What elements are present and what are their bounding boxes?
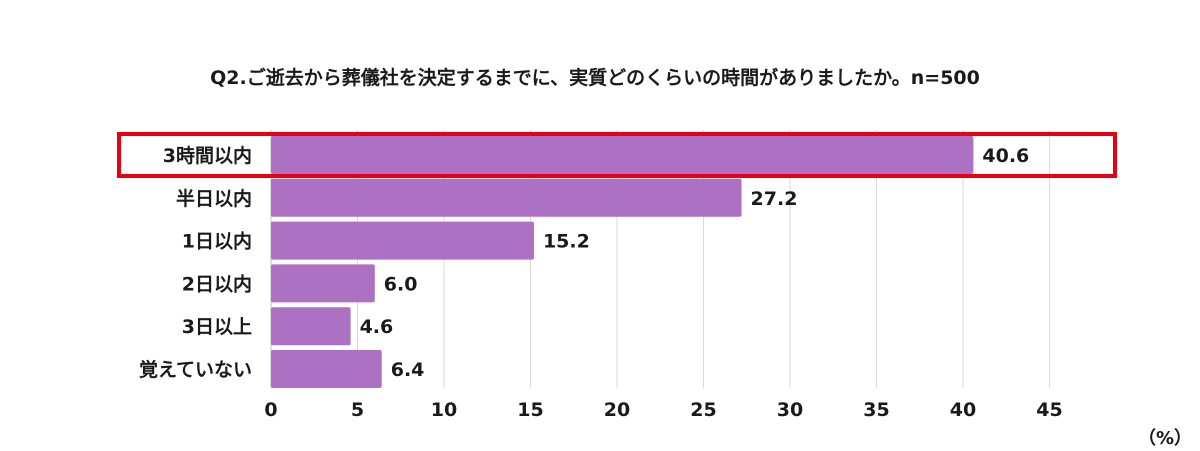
chart-title: Q2.ご逝去から葬儀社を決定するまでに、実質どのくらいの時間がありましたか。n=… [210, 66, 980, 89]
x-tick-label: 25 [690, 399, 716, 421]
data-label: 27.2 [751, 188, 798, 210]
bar [271, 136, 974, 174]
category-label: 3時間以内 [163, 144, 252, 167]
category-label: 3日以上 [182, 316, 252, 338]
data-label: 40.6 [982, 145, 1029, 167]
bar [271, 221, 534, 260]
x-tick-label: 40 [950, 399, 976, 421]
highlight-box [117, 132, 1117, 178]
bar [271, 350, 382, 388]
data-label: 6.4 [391, 359, 425, 381]
bars [271, 136, 974, 388]
x-tick-label: 30 [777, 399, 803, 421]
unit-label: （%） [1138, 428, 1192, 449]
bar [271, 264, 375, 303]
labels: 3時間以内 40.6 半日以内 27.2 1日以内 15.2 2日以内 6.0 3日以上 4.6 覚… [139, 144, 1029, 381]
category-label: 2日以内 [182, 272, 252, 295]
category-label: 1日以内 [182, 230, 252, 253]
category-label: 覚えていない [139, 358, 252, 381]
x-tick-label: 5 [351, 399, 364, 421]
bar [271, 178, 742, 217]
data-label: 6.0 [384, 273, 418, 295]
x-axis-ticks: 0 5 10 15 20 25 30 35 40 45 [264, 399, 1062, 421]
data-label: 4.6 [360, 316, 394, 338]
x-tick-label: 35 [863, 399, 889, 421]
data-label: 15.2 [543, 231, 590, 253]
x-tick-label: 20 [604, 399, 630, 421]
x-tick-label: 10 [431, 399, 457, 421]
x-tick-label: 45 [1036, 399, 1062, 421]
bar [271, 307, 351, 346]
x-tick-label: 0 [264, 399, 277, 421]
x-tick-label: 15 [517, 399, 543, 421]
category-label: 半日以内 [176, 187, 252, 210]
